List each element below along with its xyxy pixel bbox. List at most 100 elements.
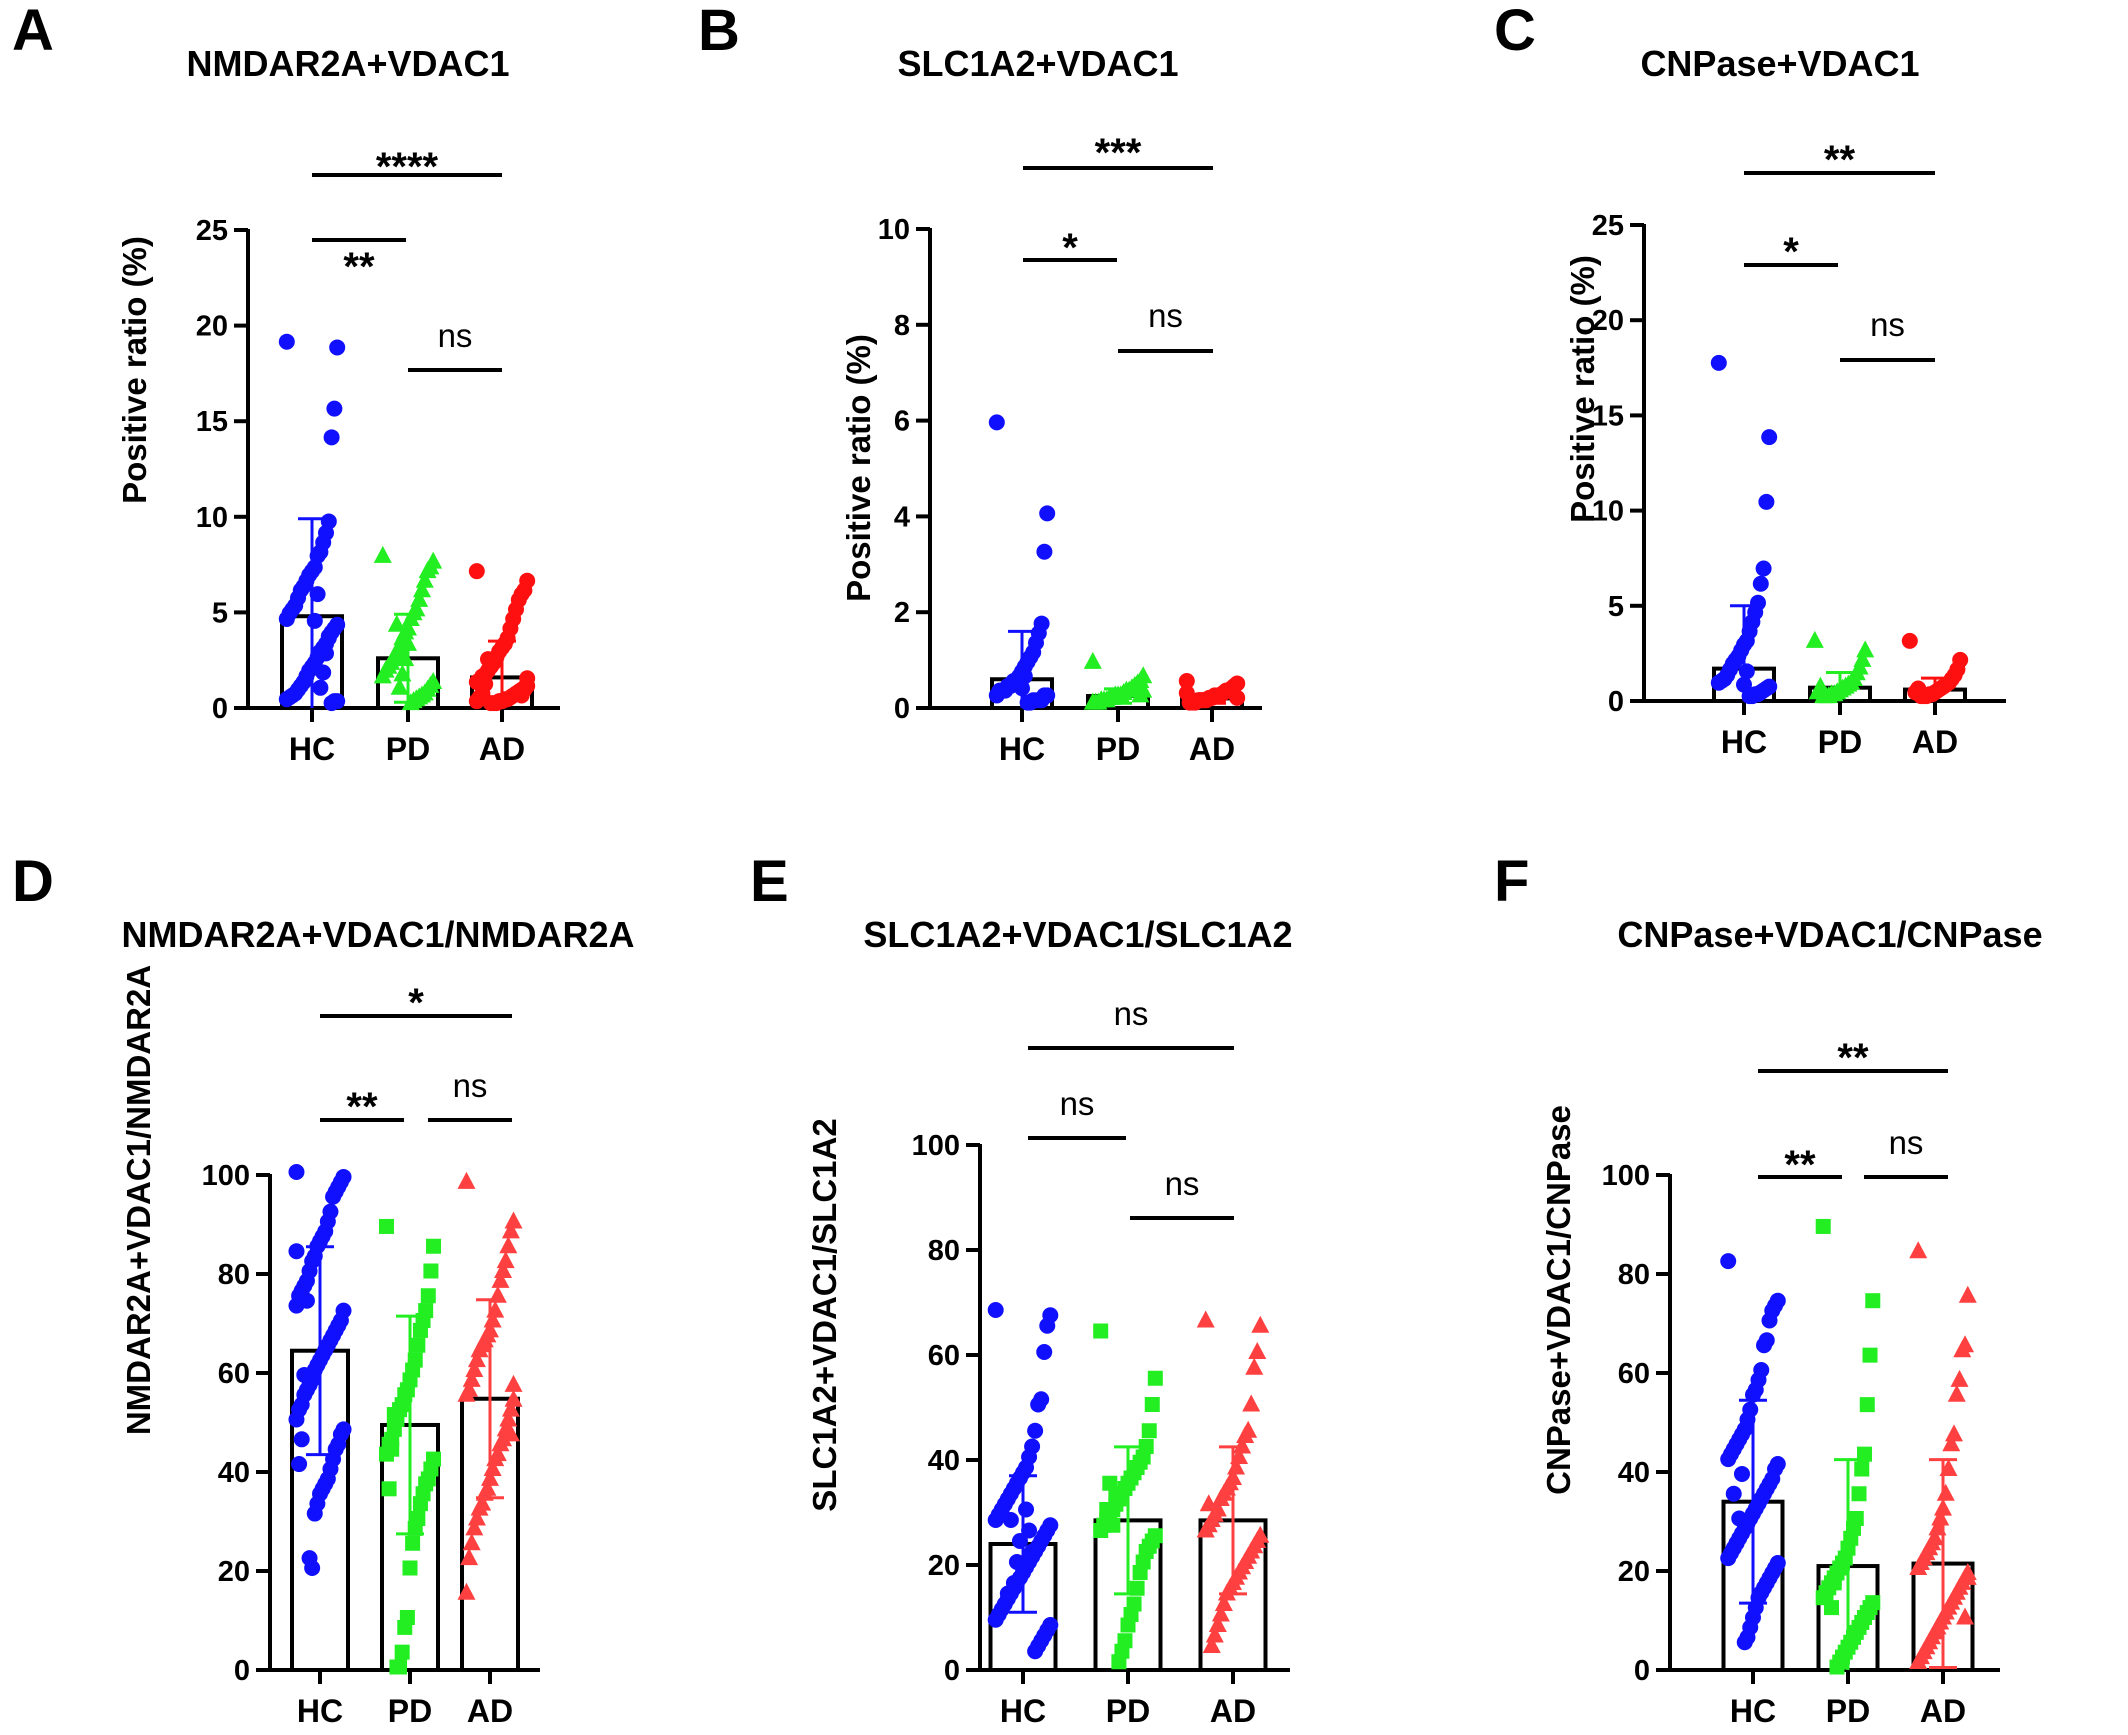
point-e-hc (999, 1585, 1016, 1602)
y-tick-label-b-4: 4 (894, 501, 910, 533)
x-tick-label-b-ad: AD (1189, 731, 1235, 767)
point-d-pd (386, 1407, 402, 1423)
point-c-hc (1752, 575, 1769, 592)
point-a-ad (480, 651, 496, 668)
y-tick-label-a-20: 20 (196, 311, 228, 343)
y-tick-label-f-80: 80 (1618, 1259, 1650, 1291)
x-tick-label-c-ad: AD (1912, 724, 1958, 760)
point-d-ad (465, 1360, 484, 1377)
point-e-ad (1211, 1604, 1230, 1622)
point-d-pd (426, 1238, 442, 1254)
point-d-ad (504, 1389, 523, 1407)
point-f-pd (1829, 1659, 1845, 1675)
point-d-hc (288, 1243, 305, 1260)
panel-title-d: NMDAR2A+VDAC1/NMDAR2A (121, 914, 634, 955)
sig-f-hc-pd-label: ** (1784, 1143, 1816, 1187)
x-tick-label-c-hc: HC (1721, 724, 1767, 760)
point-a-ad (513, 687, 530, 704)
point-a-pd (415, 570, 434, 588)
point-d-pd (402, 1560, 418, 1576)
x-tick-label-a-hc: HC (289, 731, 335, 767)
sig-f-hc-ad-label: ** (1837, 1036, 1869, 1080)
y-tick-label-f-100: 100 (1602, 1160, 1650, 1192)
point-c-hc (1761, 429, 1778, 446)
point-c-pd (1805, 630, 1824, 648)
y-tick-label-b-6: 6 (894, 406, 910, 438)
point-d-ad (504, 1211, 523, 1229)
point-f-pd (1826, 1575, 1842, 1591)
point-b-pd (1083, 651, 1102, 669)
point-d-pd (389, 1659, 405, 1675)
point-d-ad (457, 1384, 476, 1402)
y-axis-label-d: NMDAR2A+VDAC1/NMDAR2A (120, 965, 157, 1435)
point-e-pd (1093, 1323, 1109, 1339)
point-a-hc (323, 429, 340, 446)
x-tick-label-b-pd: PD (1096, 731, 1140, 767)
point-a-pd (413, 580, 431, 598)
point-e-hc (1011, 1533, 1028, 1549)
point-e-ad (1196, 1520, 1215, 1538)
sig-d-pd-ad-label: ns (453, 1067, 488, 1104)
point-a-pd (418, 561, 437, 579)
point-f-pd (1862, 1347, 1878, 1363)
point-e-hc (987, 1512, 1004, 1528)
y-tick-label-e-100: 100 (912, 1130, 960, 1162)
sig-e-hc-ad-label: ns (1114, 995, 1149, 1032)
sig-a-hc-pd-label: ** (343, 245, 375, 289)
y-tick-label-b-2: 2 (894, 597, 910, 629)
point-a-pd (396, 649, 415, 667)
point-f-hc (1720, 1550, 1737, 1567)
point-a-pd (390, 677, 409, 695)
point-e-pd (1099, 1502, 1115, 1517)
point-d-pd (397, 1619, 413, 1635)
point-c-pd (1856, 640, 1875, 658)
y-tick-label-f-20: 20 (1618, 1556, 1650, 1588)
y-axis-label-c: Positive ratio (%) (1564, 255, 1601, 523)
panel-a: A NMDAR2A+VDAC1 Positive ratio (%) 0 5 10 15 20… (12, 0, 560, 767)
point-a-ad (468, 563, 485, 580)
y-tick-label-b-10: 10 (878, 214, 910, 246)
point-a-hc (309, 586, 326, 603)
point-e-hc (1027, 1422, 1044, 1439)
x-tick-label-f-pd: PD (1826, 1693, 1870, 1729)
point-d-ad (457, 1171, 476, 1189)
point-b-ad (1178, 673, 1195, 690)
y-tick-label-a-5: 5 (212, 597, 228, 629)
panel-e: E SLC1A2+VDAC1/SLC1A2 SLC1A2+VDAC1/SLC1A2 0… (750, 849, 1293, 1729)
point-d-pd (412, 1496, 428, 1512)
point-e-ad (1233, 1436, 1252, 1454)
sig-d-hc-ad-label: * (408, 981, 424, 1025)
y-axis-label-e: SLC1A2+VDAC1/SLC1A2 (806, 1118, 843, 1511)
panel-label-b: B (698, 0, 740, 63)
point-d-hc (293, 1431, 310, 1448)
y-axis-label-f: CNPase+VDAC1/CNPase (1540, 1105, 1577, 1495)
sig-a-hc-ad-label: **** (376, 145, 439, 189)
point-c-hc (1710, 354, 1727, 371)
panel-label-f: F (1494, 849, 1529, 914)
y-tick-label-e-0: 0 (944, 1655, 960, 1687)
point-d-ad (483, 1310, 502, 1328)
point-f-hc (1733, 1465, 1750, 1482)
sig-c-hc-pd-label: * (1783, 230, 1799, 274)
sig-f-pd-ad-label: ns (1889, 1124, 1924, 1161)
y-tick-label-a-10: 10 (196, 502, 228, 534)
point-f-hc (1761, 1312, 1778, 1329)
point-e-ad (1214, 1594, 1233, 1611)
point-b-hc (1019, 694, 1036, 711)
point-d-hc (306, 1505, 323, 1522)
panel-title-c: CNPase+VDAC1 (1640, 43, 1919, 84)
x-tick-label-a-ad: AD (479, 731, 525, 767)
point-e-ad (1199, 1494, 1218, 1512)
x-tick-label-e-ad: AD (1210, 1693, 1256, 1729)
point-d-hc (298, 1292, 315, 1309)
point-f-ad (1947, 1384, 1966, 1402)
sig-a-pd-ad-label: ns (438, 317, 473, 354)
y-tick-label-a-0: 0 (212, 693, 228, 725)
y-tick-label-d-100: 100 (202, 1160, 250, 1192)
point-d-ad (501, 1221, 520, 1239)
point-d-ad (494, 1261, 513, 1278)
point-d-hc (288, 1411, 305, 1428)
point-e-pd (1147, 1370, 1163, 1386)
y-tick-label-c-25: 25 (1592, 210, 1624, 242)
point-e-ad (1208, 1615, 1227, 1632)
